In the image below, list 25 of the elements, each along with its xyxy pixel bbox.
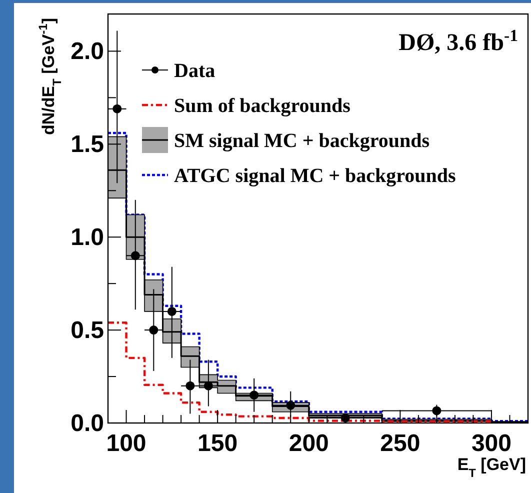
point xyxy=(340,413,350,422)
y-tick-label: 1.0 xyxy=(70,224,104,252)
point xyxy=(112,104,122,114)
x-tick-label: 200 xyxy=(288,430,329,457)
legend-label: Sum of backgrounds xyxy=(174,95,351,117)
legend-label: SM signal MC + backgrounds xyxy=(174,130,430,152)
y-tick-label: 0.5 xyxy=(70,317,104,344)
point xyxy=(250,390,259,400)
point xyxy=(186,381,195,390)
annotation: DØ, 3.6 fb$^{-1}$ xyxy=(398,26,518,56)
x-tick-label: 150 xyxy=(198,430,238,457)
x-axis-title: E$_{T}$ [GeV] xyxy=(457,455,526,480)
point xyxy=(149,326,158,335)
y-tick-label: 0.0 xyxy=(70,410,104,437)
point xyxy=(130,251,140,260)
point xyxy=(167,306,176,316)
legend-label: Data xyxy=(174,60,216,82)
x-tick-label: 100 xyxy=(106,430,146,457)
y-tick-label: 1.5 xyxy=(70,131,104,158)
point xyxy=(204,381,213,390)
x-tick-label: 250 xyxy=(380,430,420,457)
y-tick-label: 2.0 xyxy=(70,38,104,66)
x-tick-label: 300 xyxy=(471,430,512,457)
legend-label: ATGC signal MC + backgrounds xyxy=(174,165,456,187)
point xyxy=(286,400,296,410)
